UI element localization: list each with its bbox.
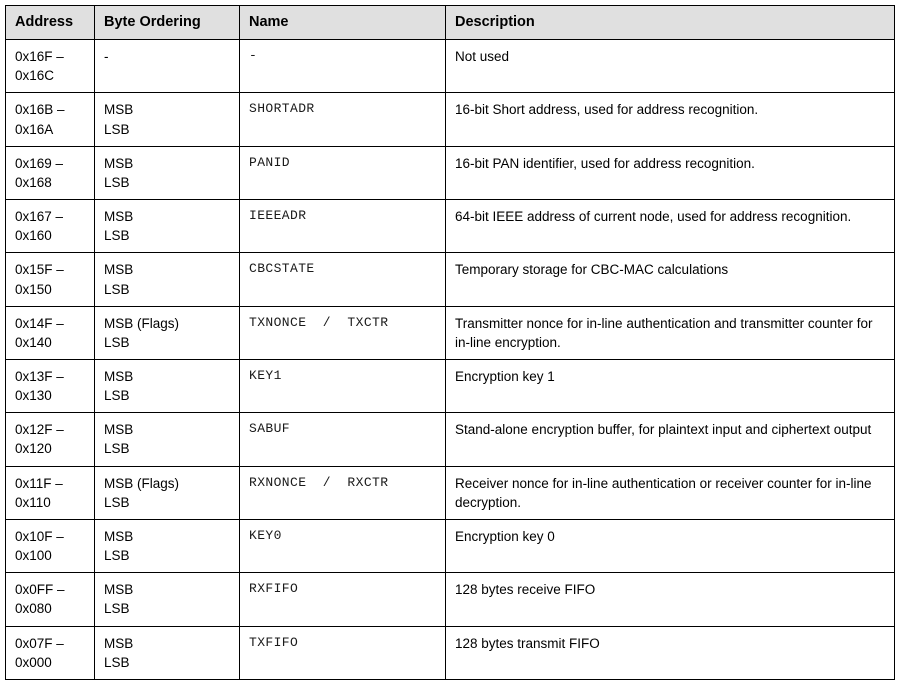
table-cell-name: -	[239, 39, 446, 94]
table-row: 0x16F – 0x16C - - Not used	[5, 39, 895, 94]
table-cell-name: KEY0	[239, 518, 446, 574]
table-cell-byte-ordering: MSB LSB	[94, 92, 240, 147]
table-cell-address: 0x169 – 0x168	[5, 145, 95, 201]
table-cell-description: Temporary storage for CBC-MAC calculatio…	[445, 252, 895, 307]
table-cell-address: 0x11F – 0x110	[5, 465, 95, 520]
table-cell-name: CBCSTATE	[239, 252, 446, 307]
table-cell-description: Encryption key 1	[445, 358, 895, 414]
table-cell-address: 0x16B – 0x16A	[5, 92, 95, 147]
table-cell-description: 16-bit PAN identifier, used for address …	[445, 145, 895, 201]
table-row: 0x11F – 0x110 MSB (Flags) LSB RXNONCE / RX…	[5, 465, 895, 520]
table-cell-byte-ordering: MSB LSB	[94, 145, 240, 201]
table-cell-address: 0x16F – 0x16C	[5, 39, 95, 94]
table-row: 0x12F – 0x120 MSB LSB SABUF Stand-alone enc…	[5, 412, 895, 467]
table-cell-name: TXNONCE / TXCTR	[239, 305, 446, 361]
table-cell-name: TXFIFO	[239, 625, 446, 680]
table-cell-address: 0x14F – 0x140	[5, 305, 95, 361]
table-cell-address: 0x13F – 0x130	[5, 358, 95, 414]
table-row: 0x169 – 0x168 MSB LSB PANID 16-bit PAN iden…	[5, 145, 895, 201]
table-row: 0x14F – 0x140 MSB (Flags) LSB TXNONCE / TX…	[5, 305, 895, 361]
table-cell-byte-ordering: MSB LSB	[94, 358, 240, 414]
table-cell-address: 0x0FF – 0x080	[5, 572, 95, 627]
table-cell-byte-ordering: MSB (Flags) LSB	[94, 465, 240, 520]
table-cell-description: 128 bytes receive FIFO	[445, 572, 895, 627]
table-row: 0x16B – 0x16A MSB LSB SHORTADR 16-bit Short…	[5, 92, 895, 147]
table-cell-description: Encryption key 0	[445, 518, 895, 574]
table-cell-name: KEY1	[239, 358, 446, 414]
table-cell-name: IEEEADR	[239, 199, 446, 254]
table-header-row: Address Byte Ordering Name Description	[5, 4, 895, 41]
column-header-name: Name	[239, 4, 446, 41]
table-cell-name: RXNONCE / RXCTR	[239, 465, 446, 520]
table-body: 0x16F – 0x16C - - Not used 0x16B – 0x16A MSB …	[5, 39, 895, 680]
table-cell-description: 64-bit IEEE address of current node, use…	[445, 199, 895, 254]
table-cell-byte-ordering: MSB LSB	[94, 412, 240, 467]
table-row: 0x10F – 0x100 MSB LSB KEY0 Encryption key 0	[5, 518, 895, 574]
table-cell-name: SHORTADR	[239, 92, 446, 147]
column-header-description: Description	[445, 4, 895, 41]
column-header-byte-ordering: Byte Ordering	[94, 4, 240, 41]
table-cell-address: 0x07F – 0x000	[5, 625, 95, 680]
table-cell-name: RXFIFO	[239, 572, 446, 627]
table-cell-description: Transmitter nonce for in-line authentica…	[445, 305, 895, 361]
table-cell-byte-ordering: MSB LSB	[94, 252, 240, 307]
table-row: 0x13F – 0x130 MSB LSB KEY1 Encryption key 1	[5, 358, 895, 414]
table-cell-address: 0x167 – 0x160	[5, 199, 95, 254]
table-row: 0x15F – 0x150 MSB LSB CBCSTATE Temporary st…	[5, 252, 895, 307]
table-cell-byte-ordering: MSB LSB	[94, 518, 240, 574]
table-row: 0x167 – 0x160 MSB LSB IEEEADR 64-bit IEEE a…	[5, 199, 895, 254]
table-cell-byte-ordering: MSB LSB	[94, 572, 240, 627]
table-row: 0x07F – 0x000 MSB LSB TXFIFO 128 bytes tran…	[5, 625, 895, 680]
table-cell-description: 128 bytes transmit FIFO	[445, 625, 895, 680]
table-cell-byte-ordering: MSB (Flags) LSB	[94, 305, 240, 361]
table-cell-byte-ordering: MSB LSB	[94, 625, 240, 680]
column-header-address: Address	[5, 4, 95, 41]
table-cell-address: 0x10F – 0x100	[5, 518, 95, 574]
table-cell-description: Stand-alone encryption buffer, for plain…	[445, 412, 895, 467]
table-cell-description: 16-bit Short address, used for address r…	[445, 92, 895, 147]
table-cell-description: Not used	[445, 39, 895, 94]
memory-map-table: Address Byte Ordering Name Description 0…	[5, 4, 895, 680]
table-cell-description: Receiver nonce for in-line authenticatio…	[445, 465, 895, 520]
table-cell-name: PANID	[239, 145, 446, 201]
table-cell-byte-ordering: MSB LSB	[94, 199, 240, 254]
table-cell-name: SABUF	[239, 412, 446, 467]
table-cell-address: 0x12F – 0x120	[5, 412, 95, 467]
table-cell-byte-ordering: -	[94, 39, 240, 94]
table-cell-address: 0x15F – 0x150	[5, 252, 95, 307]
table-row: 0x0FF – 0x080 MSB LSB RXFIFO 128 bytes rece…	[5, 572, 895, 627]
